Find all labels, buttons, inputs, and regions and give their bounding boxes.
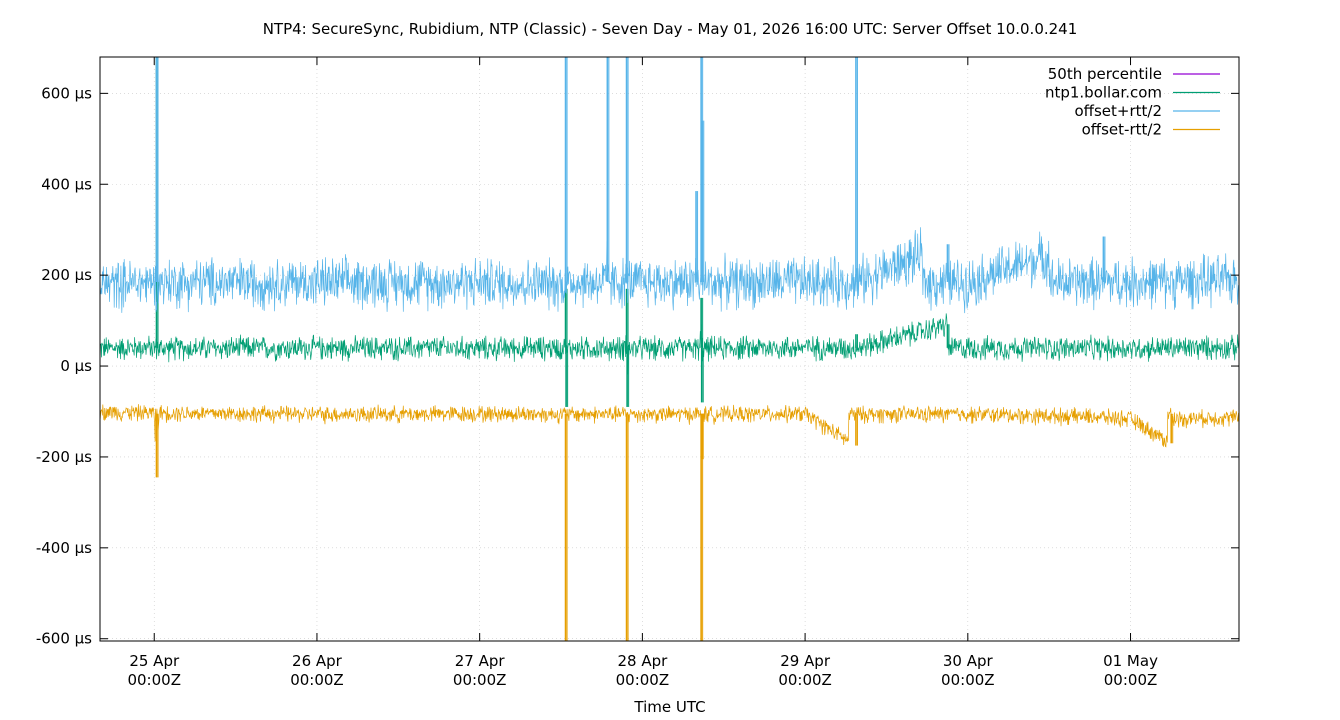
legend-label: ntp1.bollar.com: [1045, 84, 1162, 102]
series-2: [100, 57, 1239, 407]
legend-label: 50th percentile: [1048, 65, 1162, 83]
y-tick-label: -600 µs: [36, 630, 92, 648]
x-tick-label-time: 00:00Z: [616, 671, 670, 689]
legend-label: offset+rtt/2: [1074, 102, 1162, 120]
x-tick-label-date: 29 Apr: [780, 652, 831, 670]
series-3: [100, 57, 1239, 314]
x-axis-label: Time UTC: [633, 698, 705, 716]
x-tick-label-time: 00:00Z: [290, 671, 344, 689]
y-tick-label: 600 µs: [41, 84, 92, 102]
series-noise-line: [100, 404, 1239, 448]
x-tick-label-date: 25 Apr: [129, 652, 180, 670]
series-layer: [100, 57, 1239, 641]
x-tick-label-date: 27 Apr: [455, 652, 506, 670]
y-tick-label: 400 µs: [41, 175, 92, 193]
y-tick-label: -400 µs: [36, 539, 92, 557]
legend-label: offset-rtt/2: [1082, 121, 1162, 139]
x-tick-label-date: 01 May: [1103, 652, 1158, 670]
x-tick-label-time: 00:00Z: [1104, 671, 1158, 689]
x-tick-label-date: 26 Apr: [292, 652, 343, 670]
y-tick-label: -200 µs: [36, 448, 92, 466]
chart-title: NTP4: SecureSync, Rubidium, NTP (Classic…: [263, 20, 1078, 38]
x-tick-label-date: 30 Apr: [943, 652, 994, 670]
x-tick-label-time: 00:00Z: [941, 671, 995, 689]
series-4: [100, 404, 1239, 641]
legend: 50th percentilentp1.bollar.comoffset+rtt…: [1045, 65, 1220, 139]
y-tick-label: 200 µs: [41, 266, 92, 284]
x-tick-label-date: 28 Apr: [617, 652, 668, 670]
x-tick-label-time: 00:00Z: [453, 671, 507, 689]
plot-frame: [99, 56, 1240, 642]
series-noise-line: [100, 227, 1239, 314]
y-tick-label: 0 µs: [60, 357, 92, 375]
series-noise-line: [100, 313, 1239, 375]
x-tick-label-time: 00:00Z: [778, 671, 832, 689]
x-tick-label-time: 00:00Z: [127, 671, 181, 689]
axis-ticks: 600 µs 400 µs 200 µs 0 µs -200 µs -400 µs -600…: [36, 57, 1239, 689]
